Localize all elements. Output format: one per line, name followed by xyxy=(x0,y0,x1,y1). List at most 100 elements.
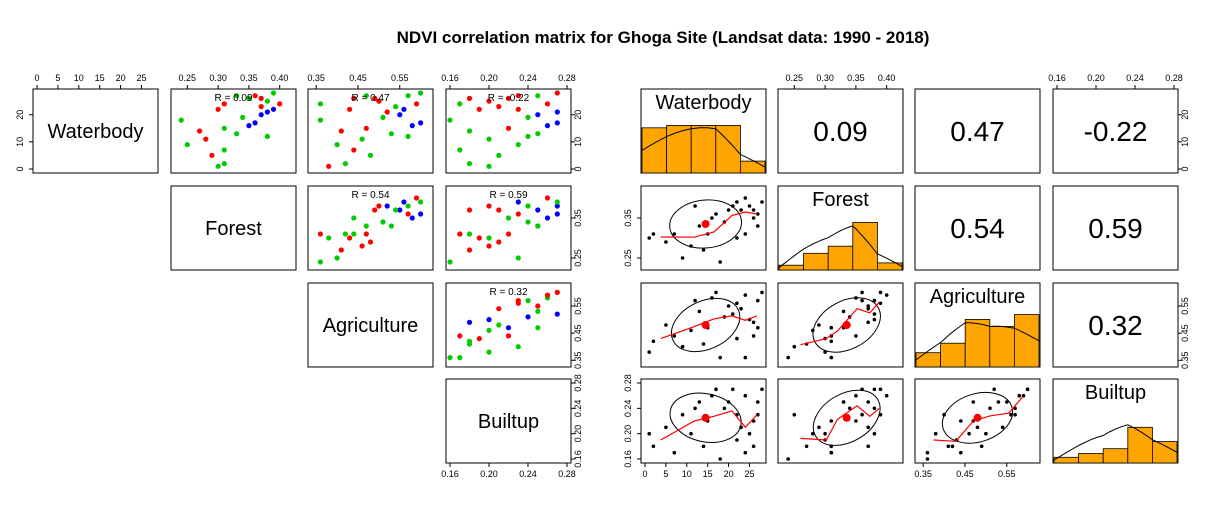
scatter-point xyxy=(515,142,521,148)
scatter-point xyxy=(829,355,834,360)
scatter-point xyxy=(466,231,473,237)
tick-label: 0.24 xyxy=(623,400,633,418)
scatter-point xyxy=(409,123,415,129)
panel-frame xyxy=(445,88,572,174)
scatter-point xyxy=(739,208,743,212)
tick-label: 0.45 xyxy=(349,73,367,83)
scatter-point xyxy=(342,231,348,237)
right-scatter-forest_builtup xyxy=(777,378,904,464)
loess-smoother xyxy=(660,410,758,441)
scatter-point xyxy=(664,323,668,327)
hist-bar xyxy=(1127,426,1153,464)
left-scatter-waterbody_builtup: R = -0.22 xyxy=(445,88,572,174)
tick-label: 0.24 xyxy=(1126,73,1144,83)
scatter-point xyxy=(866,320,870,325)
scatter-point xyxy=(693,298,697,303)
scatter-point xyxy=(854,393,858,398)
scatter-point xyxy=(544,123,551,129)
scatter-point xyxy=(466,161,473,167)
scatter-point xyxy=(418,199,424,205)
panel-frame xyxy=(170,185,297,271)
tick-label: 0.28 xyxy=(623,374,633,392)
scatter-point xyxy=(457,231,463,237)
right-axis-right_Forest: 0.25 0.35 xyxy=(571,209,583,267)
right-bottom-axis-Agriculture_top: 0.35 0.45 0.55 xyxy=(914,463,1016,479)
scatter-point xyxy=(872,298,877,303)
tick-label: 0.35 xyxy=(1180,352,1190,370)
scatter-point xyxy=(405,133,411,139)
scatter-point xyxy=(554,109,560,115)
scatter-point xyxy=(792,344,797,349)
correlation-value: -0.22 xyxy=(1084,116,1148,147)
right-scatter-waterbody_builtup xyxy=(640,378,767,464)
tick-label: 0.45 xyxy=(573,324,583,342)
hist-bar xyxy=(1078,453,1104,464)
right-scatter-waterbody_forest xyxy=(640,185,767,271)
scatter-point xyxy=(258,112,264,118)
scatter-point xyxy=(367,152,374,158)
tick-label: 0.35 xyxy=(623,209,633,227)
top-axis-Forest_top: 0.25 0.30 0.35 0.40 xyxy=(179,73,288,89)
scatter-point xyxy=(925,450,930,455)
scatter-point xyxy=(829,325,834,330)
scatter-point xyxy=(535,303,541,309)
scatter-point xyxy=(829,450,834,455)
scatter-point xyxy=(525,314,531,320)
scatter-point xyxy=(959,450,963,455)
scatter-point xyxy=(651,444,656,449)
scatter-point xyxy=(496,207,502,213)
left-scatter-forest_builtup: R = 0.59 xyxy=(445,185,572,271)
scatter-point xyxy=(817,323,821,327)
scatter-point xyxy=(554,203,560,209)
scatter-point xyxy=(959,419,963,423)
scatter-point xyxy=(496,322,502,328)
scatter-point xyxy=(209,152,215,158)
scatter-point xyxy=(731,204,735,208)
variable-label: Builtup xyxy=(1085,382,1146,404)
scatter-point xyxy=(672,334,677,338)
variable-label: Forest xyxy=(205,218,262,240)
mean-point xyxy=(973,413,982,422)
scatter-point xyxy=(486,235,492,241)
scatter-point xyxy=(476,106,482,112)
scatter-point xyxy=(756,224,760,228)
right-right-axis-right_Waterbody: 0 10 20 xyxy=(1178,110,1190,172)
scatter-point xyxy=(697,400,702,404)
mean-point xyxy=(701,413,710,422)
scatter-point xyxy=(466,128,473,134)
scatter-point xyxy=(535,112,541,118)
scatter-point xyxy=(735,200,739,204)
panel-frame xyxy=(445,378,572,464)
scatter-point xyxy=(735,301,739,306)
scatter-point xyxy=(363,223,369,229)
panel-frame xyxy=(640,282,767,368)
scatter-point xyxy=(693,204,697,208)
scatter-point xyxy=(554,289,560,295)
scatter-point xyxy=(664,240,668,244)
scatter-point xyxy=(215,163,221,169)
scatter-point xyxy=(515,211,521,217)
scatter-point xyxy=(992,387,996,392)
scatter-point xyxy=(515,344,521,350)
scatter-point xyxy=(884,293,889,297)
loess-smoother xyxy=(933,396,1024,442)
scatter-point xyxy=(234,93,240,99)
panel-frame xyxy=(307,88,434,174)
tick-label: 0.25 xyxy=(623,249,633,267)
scatter-point xyxy=(860,290,864,295)
scatter-point xyxy=(351,95,357,101)
scatter-point xyxy=(804,444,809,449)
scatter-point xyxy=(714,212,718,216)
scatter-point xyxy=(197,128,203,134)
scatter-point xyxy=(397,112,403,118)
scatter-point xyxy=(384,109,390,115)
scatter-point xyxy=(884,393,889,398)
scatter-point xyxy=(756,212,760,216)
scatter-point xyxy=(697,309,702,314)
scatter-point xyxy=(317,117,323,123)
scatter-point xyxy=(554,90,560,96)
scatter-point xyxy=(476,336,482,342)
left-scatter-agriculture_builtup: R = 0.32 xyxy=(445,282,572,368)
scatter-point xyxy=(878,387,883,392)
correlation-ellipse xyxy=(941,391,1014,444)
